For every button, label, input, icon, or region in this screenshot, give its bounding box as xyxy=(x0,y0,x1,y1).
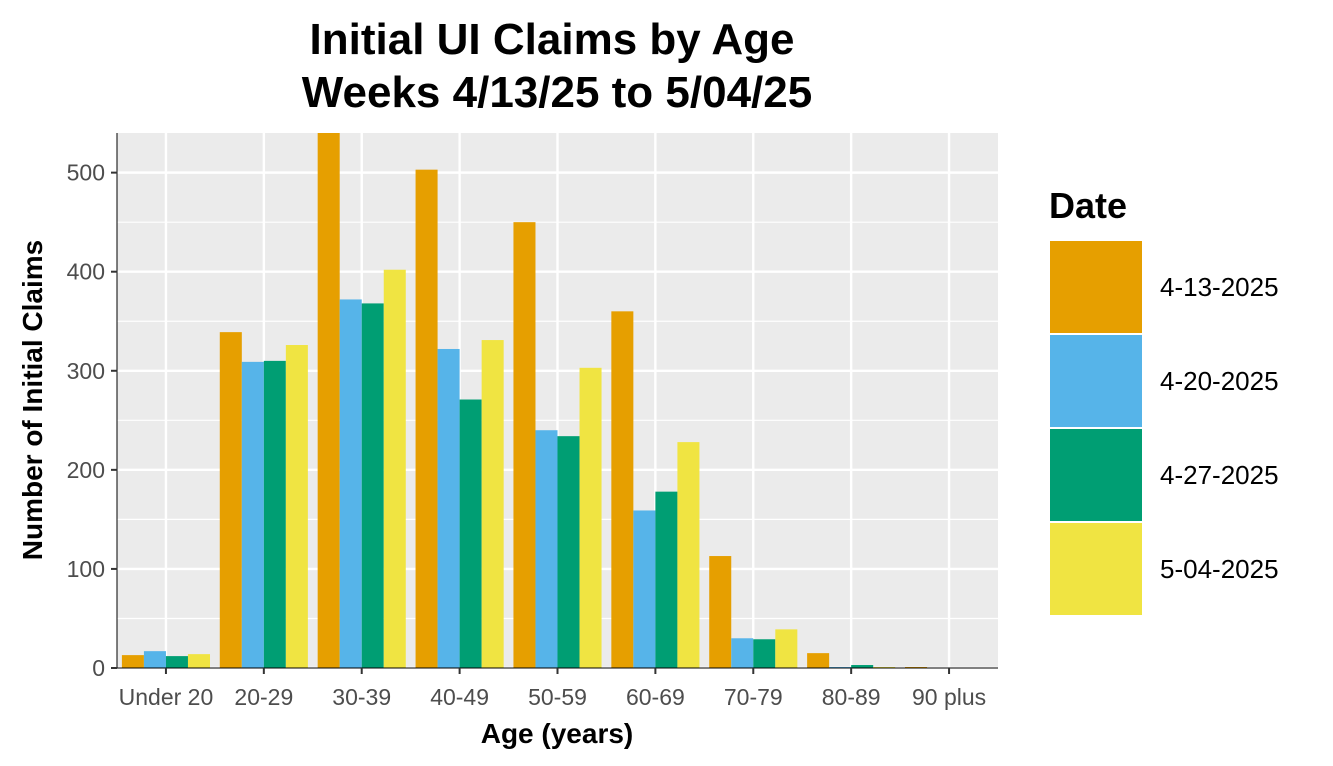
bar xyxy=(241,361,264,668)
bar xyxy=(383,269,406,668)
legend-key xyxy=(1048,239,1144,335)
x-tick-label: 60-69 xyxy=(626,684,685,710)
y-tick-label: 0 xyxy=(92,655,105,681)
x-tick-label: 70-79 xyxy=(724,684,783,710)
x-tick-label: 40-49 xyxy=(430,684,489,710)
x-tick-label: 90 plus xyxy=(912,684,986,710)
bar xyxy=(121,655,144,668)
x-tick-label: Under 20 xyxy=(119,684,214,710)
bar xyxy=(731,638,754,668)
y-tick-label: 400 xyxy=(67,259,105,285)
legend-label: 4-20-2025 xyxy=(1160,366,1279,396)
legend-key xyxy=(1048,521,1144,617)
y-axis-title: Number of Initial Claims xyxy=(17,240,48,561)
x-tick-label: 50-59 xyxy=(528,684,587,710)
chart-title: Initial UI Claims by Age xyxy=(310,15,795,64)
bars xyxy=(121,133,928,668)
bar xyxy=(655,491,678,668)
bar xyxy=(851,665,874,668)
x-tick-label: 30-39 xyxy=(332,684,391,710)
y-tick-label: 500 xyxy=(67,160,105,186)
legend-label: 4-27-2025 xyxy=(1160,460,1279,490)
bar xyxy=(535,430,558,668)
legend-key xyxy=(1048,427,1144,523)
y-tick-label: 100 xyxy=(67,556,105,582)
bar xyxy=(753,639,776,668)
bar xyxy=(677,442,700,668)
legend-title: Date xyxy=(1049,185,1127,226)
bar xyxy=(579,367,602,668)
chart-subtitle: Weeks 4/13/25 to 5/04/25 xyxy=(302,68,812,117)
bar xyxy=(339,299,362,668)
bar xyxy=(361,303,384,668)
bar xyxy=(775,629,798,668)
x-tick-labels: Under 20 20-29 30-39 40-49 50-59 60-69 70-79 80… xyxy=(119,684,987,710)
bar xyxy=(437,348,460,668)
bar xyxy=(611,311,634,668)
bar xyxy=(415,169,438,668)
x-tick-label: 80-89 xyxy=(822,684,881,710)
x-axis-title: Age (years) xyxy=(481,718,634,749)
bar xyxy=(481,340,504,668)
y-tick-label: 300 xyxy=(67,358,105,384)
bar xyxy=(513,222,536,668)
bar xyxy=(807,653,830,668)
legend: Date 4-13-2025 4-20-2025 4-27-2025 5-04-202… xyxy=(1048,185,1279,617)
y-tick-label: 200 xyxy=(67,457,105,483)
y-tick-labels: 0 100 200 300 400 500 xyxy=(67,160,105,681)
bar xyxy=(219,332,242,668)
bar xyxy=(709,556,732,668)
bar xyxy=(285,345,308,668)
bar xyxy=(187,654,210,668)
x-tick-label: 20-29 xyxy=(234,684,293,710)
bar xyxy=(263,360,286,668)
axes xyxy=(111,133,998,674)
bar xyxy=(459,399,482,668)
bar xyxy=(317,133,340,668)
legend-key xyxy=(1048,333,1144,429)
bar xyxy=(165,656,188,668)
bar xyxy=(633,510,656,668)
bar xyxy=(143,651,166,668)
bar xyxy=(557,436,580,668)
legend-label: 4-13-2025 xyxy=(1160,272,1279,302)
legend-label: 5-04-2025 xyxy=(1160,554,1279,584)
